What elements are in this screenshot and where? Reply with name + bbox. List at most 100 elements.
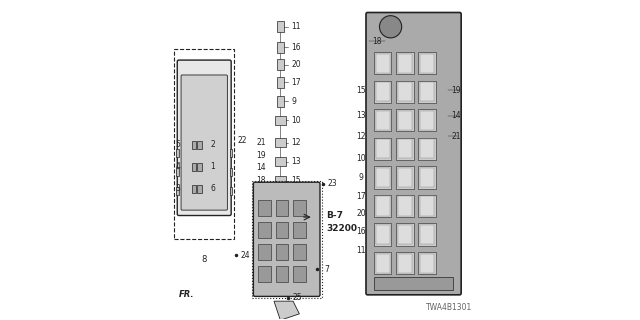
Text: 21: 21	[452, 132, 461, 141]
Bar	[397, 140, 412, 158]
Bar	[396, 252, 413, 274]
Bar	[419, 138, 436, 160]
Bar	[376, 225, 390, 244]
Bar	[419, 223, 436, 246]
Bar	[376, 82, 390, 101]
Text: 15: 15	[356, 86, 366, 95]
Text: 11: 11	[356, 246, 366, 255]
Text: 3: 3	[175, 184, 180, 193]
Bar	[420, 225, 434, 244]
Bar	[374, 109, 392, 132]
Text: 22: 22	[237, 136, 247, 146]
Bar	[420, 140, 434, 158]
Bar	[374, 166, 392, 188]
Bar	[293, 266, 306, 282]
Bar	[420, 253, 434, 273]
Text: 13: 13	[356, 111, 366, 120]
Bar	[276, 266, 288, 282]
Text: B-7: B-7	[326, 211, 343, 220]
Bar	[396, 81, 413, 103]
Bar	[374, 195, 392, 217]
Text: 15: 15	[291, 176, 301, 185]
Bar	[191, 185, 196, 193]
Bar	[396, 166, 413, 188]
Bar	[397, 225, 412, 244]
Bar	[419, 166, 436, 188]
Bar	[376, 111, 390, 130]
Bar	[258, 222, 271, 238]
Bar	[397, 168, 412, 187]
Text: TWA4B1301: TWA4B1301	[426, 303, 472, 312]
Bar	[420, 111, 434, 130]
Text: 16: 16	[356, 227, 366, 236]
Bar	[376, 140, 390, 158]
Text: 17: 17	[291, 78, 301, 87]
Bar	[174, 49, 234, 239]
Bar	[277, 77, 284, 88]
Bar	[276, 222, 288, 238]
Bar	[197, 141, 202, 149]
Text: 10: 10	[356, 154, 366, 163]
Bar	[374, 252, 392, 274]
Text: 9: 9	[359, 173, 364, 182]
Bar	[191, 141, 196, 149]
Bar	[176, 149, 179, 157]
Bar	[275, 116, 286, 125]
Bar	[230, 187, 232, 195]
Text: 19: 19	[257, 151, 266, 160]
Bar	[374, 277, 453, 290]
Bar	[277, 59, 284, 70]
Bar	[293, 222, 306, 238]
Bar	[397, 111, 412, 130]
Text: 6: 6	[211, 184, 216, 193]
Bar	[420, 196, 434, 215]
Bar	[419, 195, 436, 217]
Bar	[419, 81, 436, 103]
Text: 12: 12	[291, 138, 301, 147]
Text: 5: 5	[175, 140, 180, 148]
Bar	[293, 244, 306, 260]
Bar	[230, 149, 232, 157]
FancyBboxPatch shape	[181, 75, 227, 210]
Bar	[252, 180, 321, 298]
Bar	[397, 196, 412, 215]
Text: FR.: FR.	[179, 290, 195, 299]
Bar	[396, 109, 413, 132]
Text: 20: 20	[356, 209, 366, 219]
Text: 17: 17	[356, 192, 366, 201]
Bar	[276, 244, 288, 260]
Bar	[374, 138, 392, 160]
Bar	[376, 54, 390, 73]
Text: 18: 18	[372, 36, 382, 45]
Bar	[419, 109, 436, 132]
Bar	[374, 52, 392, 74]
Text: 1: 1	[211, 162, 215, 171]
Polygon shape	[274, 301, 300, 320]
Bar	[376, 253, 390, 273]
Circle shape	[380, 16, 402, 38]
Text: 10: 10	[291, 116, 301, 125]
Bar	[396, 138, 413, 160]
Bar	[376, 168, 390, 187]
Text: 19: 19	[452, 86, 461, 95]
Bar	[397, 82, 412, 101]
Bar	[276, 200, 288, 215]
Bar	[420, 82, 434, 101]
Text: 13: 13	[291, 157, 301, 166]
Text: 16: 16	[291, 43, 301, 52]
Text: 11: 11	[291, 22, 301, 31]
Text: 21: 21	[257, 138, 266, 147]
Bar	[374, 223, 392, 246]
Bar	[420, 54, 434, 73]
Bar	[376, 196, 390, 215]
Text: 32200: 32200	[326, 224, 357, 233]
Text: 14: 14	[452, 111, 461, 120]
Bar	[197, 185, 202, 193]
Text: 25: 25	[293, 293, 303, 302]
Bar	[230, 168, 232, 176]
Bar	[258, 266, 271, 282]
Bar	[176, 168, 179, 176]
Bar	[419, 252, 436, 274]
Bar	[397, 54, 412, 73]
Bar	[420, 168, 434, 187]
